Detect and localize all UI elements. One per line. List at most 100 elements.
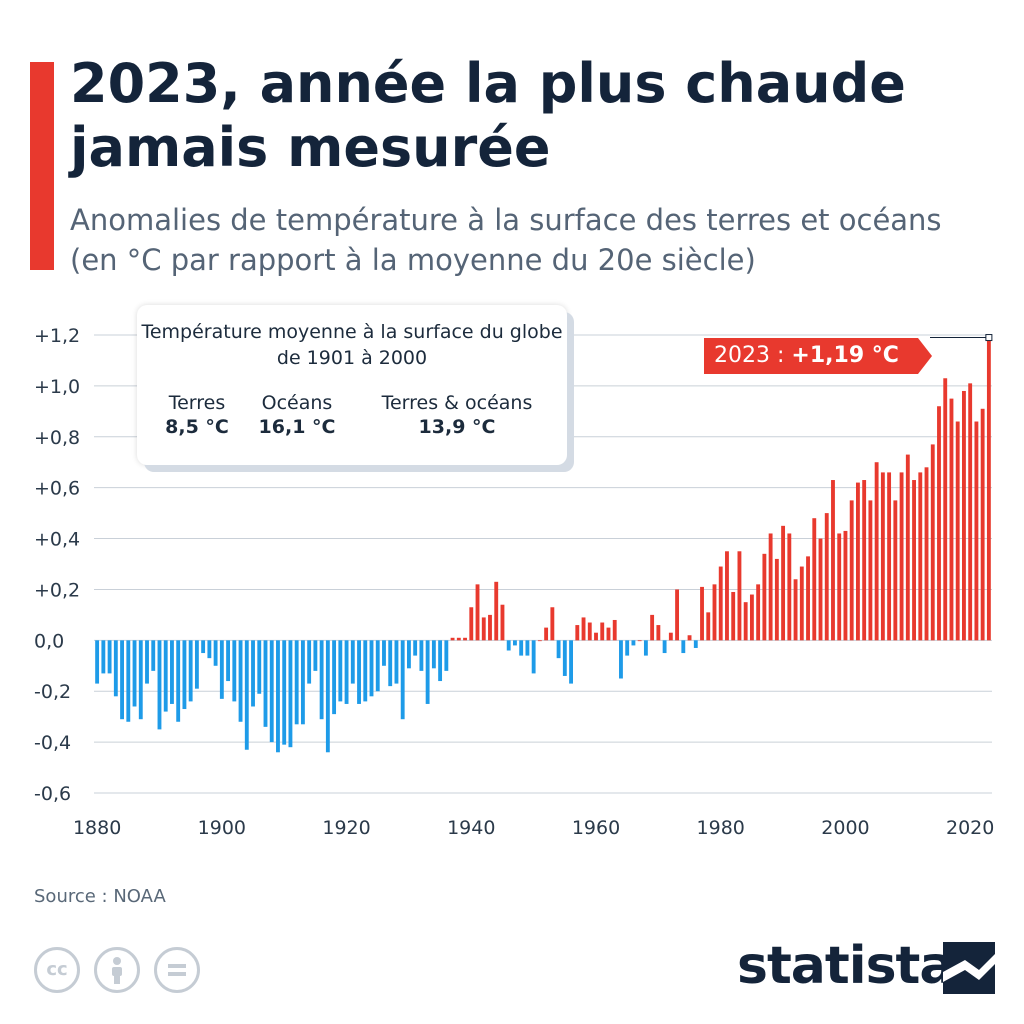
bar (126, 640, 131, 722)
bar (300, 640, 305, 725)
bar (269, 640, 274, 743)
info-item-label: Océans (261, 392, 333, 414)
bar (968, 383, 973, 641)
bar (693, 640, 698, 648)
bar (831, 480, 835, 641)
bar (107, 640, 112, 674)
bar (307, 640, 312, 684)
bar (525, 640, 530, 656)
bar (344, 640, 349, 704)
bar (849, 500, 854, 641)
bar (843, 530, 848, 641)
bar (612, 619, 617, 641)
bar (637, 640, 642, 642)
bar (413, 640, 418, 656)
callout-point-marker (985, 334, 993, 342)
bar (887, 472, 892, 641)
info-item-label: Terres & océans (381, 392, 533, 414)
bar (357, 640, 361, 704)
bar (219, 640, 224, 699)
bar (581, 617, 586, 641)
bar (700, 586, 704, 641)
bar (687, 635, 692, 641)
bar (631, 640, 636, 646)
info-item-value: 13,9 °C (418, 416, 496, 438)
bar (95, 640, 100, 684)
bar (469, 607, 474, 641)
bar (799, 566, 804, 641)
bar (787, 533, 792, 641)
bar (101, 640, 106, 674)
bar (662, 640, 667, 654)
bar (818, 538, 823, 641)
bar (855, 482, 860, 641)
y-tick-label: -0,4 (34, 732, 71, 754)
bar (201, 640, 206, 654)
bar (500, 604, 505, 641)
bar (868, 500, 873, 641)
bar (151, 640, 156, 671)
callout-value: +1,19 °C (791, 343, 899, 368)
bar (163, 640, 168, 712)
title-accent-bar (30, 62, 54, 270)
bar (537, 640, 542, 642)
bar (120, 640, 124, 720)
bar (481, 617, 486, 641)
bar (762, 553, 767, 641)
bar (363, 640, 368, 702)
bar (824, 513, 829, 641)
bar (388, 640, 393, 687)
callout-label: 2023 : (714, 343, 785, 368)
bar (251, 640, 255, 707)
bar (743, 602, 748, 641)
bar (138, 640, 143, 720)
source-note: Source : NOAA (34, 886, 166, 907)
bar (737, 551, 742, 641)
cc-icon[interactable]: cc (34, 947, 80, 993)
bar (668, 632, 673, 641)
bar (712, 584, 717, 641)
statista-logo-icon[interactable] (943, 942, 995, 994)
y-tick-label: +0,4 (34, 529, 80, 551)
y-tick-label: +0,6 (34, 478, 80, 500)
bar-chart: -0,6-0,4-0,20,0+0,2+0,4+0,6+0,8+1,0+1,2 … (34, 325, 994, 839)
attribution-icon[interactable] (94, 947, 140, 993)
bar (725, 551, 729, 641)
bar (918, 472, 923, 641)
bar (594, 632, 598, 641)
bar (519, 640, 524, 656)
bar (569, 640, 573, 684)
bar (980, 408, 985, 641)
bar (619, 640, 623, 679)
info-item-value: 16,1 °C (258, 416, 336, 438)
bar (226, 640, 231, 682)
bar (550, 607, 555, 641)
x-tick-label: 1920 (322, 817, 370, 839)
bar (806, 556, 810, 641)
chart-title: 2023, année la plus chaude jamais mesuré… (70, 52, 906, 179)
x-tick-label: 2020 (946, 817, 994, 839)
x-tick-label: 1960 (572, 817, 620, 839)
bar (937, 406, 941, 641)
bar (893, 500, 898, 641)
bar (288, 640, 293, 748)
no-derivatives-icon[interactable] (154, 947, 200, 993)
y-tick-label: -0,6 (34, 783, 71, 805)
chart-subtitle: Anomalies de température à la surface de… (70, 203, 942, 277)
x-tick-label: 1980 (697, 817, 745, 839)
bar (949, 398, 954, 641)
y-tick-label: 0,0 (34, 630, 64, 652)
bar (244, 640, 249, 750)
bar (774, 558, 779, 641)
bar (488, 614, 492, 641)
highlight-callout: 2023 : +1,19 °C (704, 338, 932, 374)
bar (837, 533, 842, 641)
bar (294, 640, 299, 725)
bar (157, 640, 162, 730)
bar (513, 640, 517, 646)
statista-logo-text[interactable]: statista (737, 936, 954, 996)
bar (207, 640, 212, 659)
bar (113, 640, 118, 697)
bar (706, 612, 711, 641)
info-item-value: 8,5 °C (165, 416, 229, 438)
